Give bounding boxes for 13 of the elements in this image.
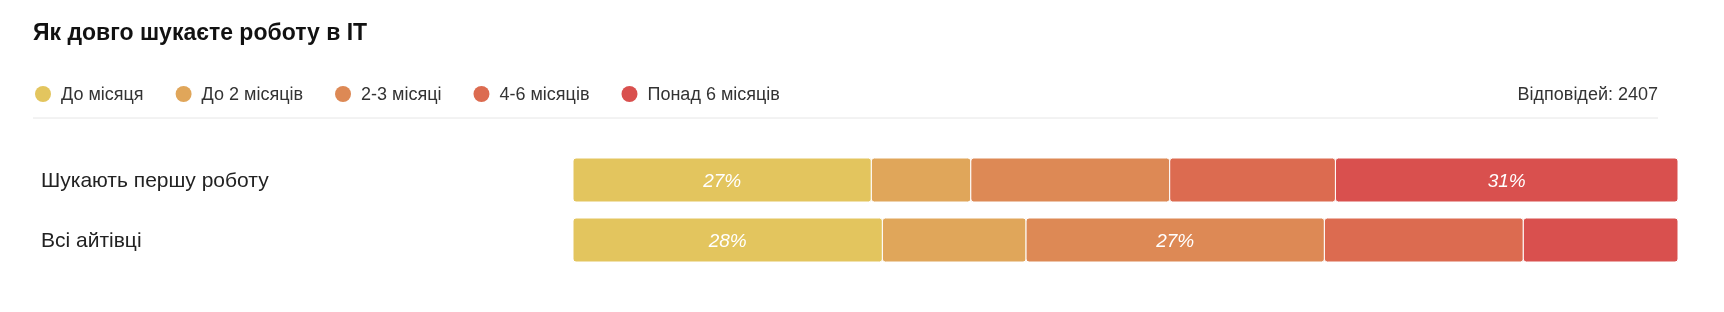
legend-label: До місяця: [61, 84, 144, 104]
text: Відповідей: 2407: [1517, 84, 1658, 104]
legend-label: Понад 6 місяців: [647, 84, 780, 104]
data-label: 28%: [707, 230, 747, 251]
data-label: 31%: [1487, 170, 1526, 191]
data-label: 27%: [702, 170, 742, 191]
legend-label: 2-3 місяці: [361, 84, 442, 104]
legend-label: До 2 місяців: [201, 84, 304, 104]
y-tick-label: Всі айтівці: [41, 227, 142, 251]
data-label: 27%: [1155, 230, 1195, 251]
y-tick-label: Шукають першу роботу: [41, 167, 270, 191]
legend-label: 4-6 місяців: [499, 84, 590, 104]
text: Як довго шукаєте роботу в IT: [33, 19, 368, 45]
